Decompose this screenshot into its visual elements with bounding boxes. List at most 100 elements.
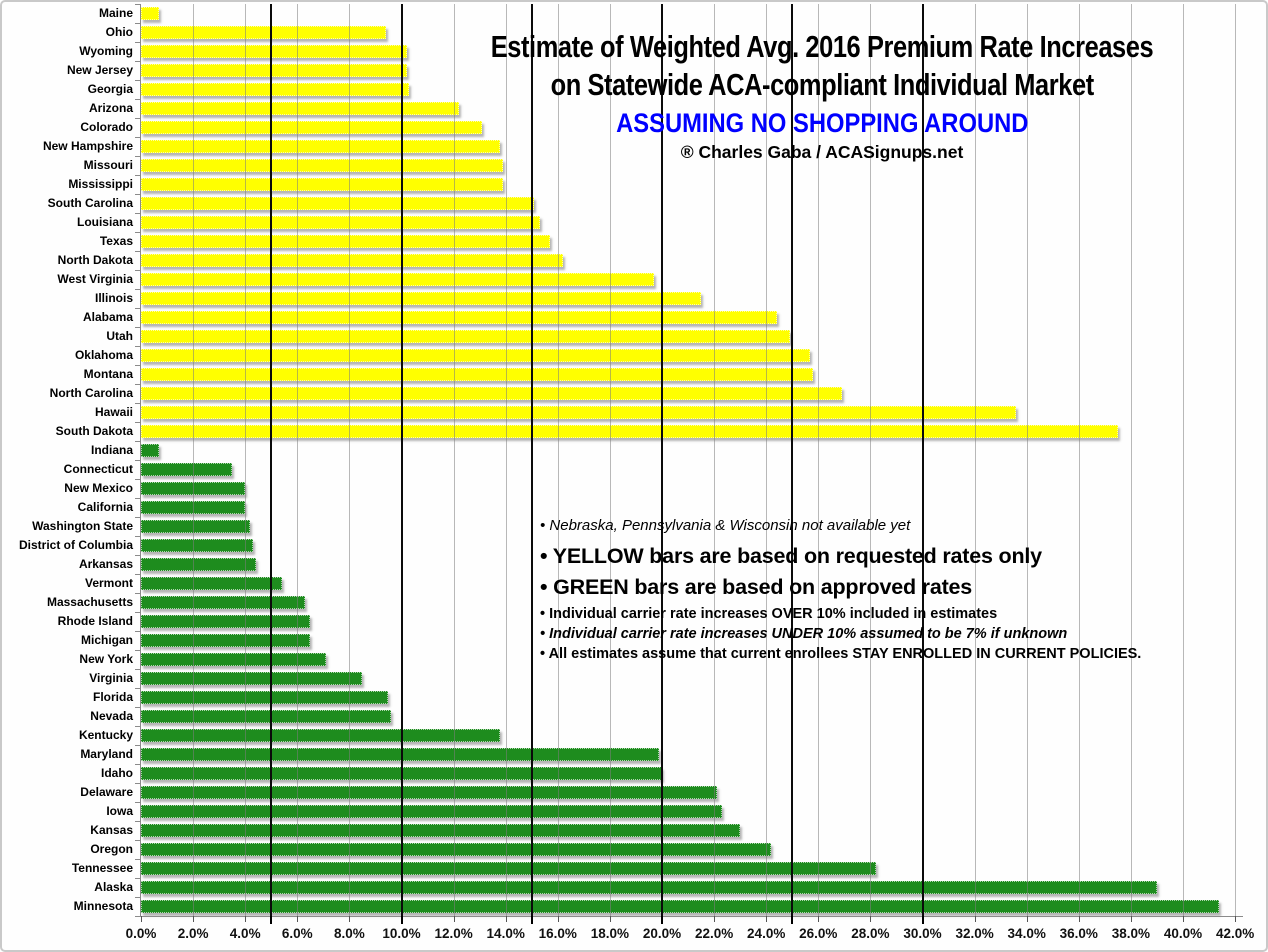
y-axis-tick [135, 612, 140, 613]
gridline-8pct [349, 4, 351, 916]
x-axis-tick-16pct [557, 916, 559, 922]
bar-indiana [141, 444, 160, 457]
y-axis-tick [135, 479, 140, 480]
note-stay-enrolled: • All estimates assume that current enro… [540, 646, 1142, 662]
ylabel-north-carolina: North Carolina [49, 386, 133, 400]
x-axis-tick-0pct [141, 916, 142, 922]
bar-montana [141, 368, 814, 381]
y-axis-tick [135, 23, 140, 24]
ylabel-maine: Maine [98, 6, 133, 20]
ylabel-tennessee: Tennessee [71, 861, 133, 875]
x-axis-label-8pct: 8.0% [334, 926, 365, 941]
y-axis-tick [135, 118, 140, 119]
ylabel-idaho: Idaho [101, 766, 133, 780]
y-axis-tick [135, 764, 140, 765]
y-axis-tick [135, 80, 140, 81]
ylabel-washington-state: Washington State [32, 519, 133, 533]
gridline-22pct [714, 4, 716, 916]
y-axis-tick [135, 631, 140, 632]
ylabel-minnesota: Minnesota [73, 899, 133, 913]
gridline-6pct [297, 4, 299, 916]
x-axis-tick-34pct [1026, 916, 1028, 922]
x-axis-label-20pct: 20.0% [642, 926, 682, 941]
gridline-40pct [1183, 4, 1184, 916]
bar-wyoming [141, 45, 407, 58]
bar-alaska [141, 881, 1157, 894]
gridline-bold-25pct [791, 4, 794, 916]
gridline-36pct [1078, 4, 1080, 916]
ylabel-missouri: Missouri [83, 158, 133, 172]
bar-texas [141, 235, 550, 248]
ylabel-district-of-columbia: District of Columbia [18, 538, 133, 552]
x-axis-tick-4pct [245, 916, 247, 922]
bar-maine [141, 7, 160, 20]
x-axis-label-34pct: 34.0% [1007, 926, 1046, 941]
ylabel-rhode-island: Rhode Island [57, 614, 133, 628]
bar-oregon [141, 843, 772, 856]
y-axis-tick [135, 859, 140, 860]
x-axis-tick-bold-25pct [791, 916, 794, 924]
bar-missouri [141, 159, 504, 172]
ylabel-connecticut: Connecticut [63, 462, 133, 476]
y-axis-tick [135, 327, 140, 328]
x-axis-tick-28pct [870, 916, 872, 922]
x-axis-label-38pct: 38.0% [1111, 926, 1151, 941]
x-axis-tick-32pct [974, 916, 976, 922]
gridline-bold-20pct [661, 4, 663, 916]
ylabel-montana: Montana [83, 367, 133, 381]
ylabel-oklahoma: Oklahoma [74, 348, 133, 362]
y-axis-tick [135, 897, 140, 898]
y-axis-tick [135, 346, 140, 347]
x-axis-tick-42pct [1235, 916, 1237, 922]
y-axis-tick [135, 42, 140, 43]
x-axis-label-24pct: 24.0% [747, 926, 786, 941]
chart-byline: ® Charles Gaba / ACASignups.net [680, 142, 964, 162]
bar-nevada [141, 710, 392, 723]
ylabel-kentucky: Kentucky [78, 728, 133, 742]
bar-north-dakota [141, 254, 563, 267]
note-yellow-bars: • YELLOW bars are based on requested rat… [540, 544, 1042, 568]
gridline-bold-10pct [400, 4, 403, 916]
y-axis-tick [135, 593, 140, 594]
y-axis-tick [135, 555, 140, 556]
bar-mississippi [141, 178, 504, 191]
bar-michigan [141, 634, 311, 647]
x-axis-label-18pct: 18.0% [590, 926, 630, 941]
note-under-10pct: • Individual carrier rate increases UNDE… [540, 626, 1068, 642]
bar-florida [141, 691, 389, 704]
y-axis-tick [135, 441, 140, 442]
ylabel-maryland: Maryland [80, 747, 133, 761]
x-axis-label-36pct: 36.0% [1059, 926, 1098, 941]
x-axis-label-42pct: 42.0% [1215, 926, 1255, 941]
y-axis-tick [135, 270, 140, 271]
ylabel-utah: Utah [106, 329, 133, 343]
y-axis-tick [135, 745, 140, 746]
ylabel-west-virginia: West Virginia [57, 272, 133, 286]
ylabel-alabama: Alabama [82, 310, 133, 324]
bar-massachusetts [141, 596, 306, 609]
gridline-24pct [766, 4, 768, 916]
y-axis-tick [135, 4, 140, 5]
ylabel-arizona: Arizona [88, 101, 133, 115]
ylabel-oregon: Oregon [90, 842, 133, 856]
ylabel-louisiana: Louisiana [76, 215, 133, 229]
y-axis-tick [135, 688, 140, 689]
gridline-bold-30pct [921, 4, 924, 916]
ylabel-illinois: Illinois [94, 291, 133, 305]
x-axis-label-6pct: 6.0% [281, 926, 313, 941]
ylabel-iowa: Iowa [106, 804, 133, 818]
bar-kentucky [141, 729, 501, 742]
bar-new-hampshire [141, 140, 501, 153]
x-axis-tick-38pct [1130, 916, 1132, 922]
x-axis-tick-bold-30pct [921, 916, 924, 924]
ylabel-hawaii: Hawaii [94, 405, 133, 419]
bar-ohio [141, 26, 386, 39]
x-axis-tick-24pct [766, 916, 768, 922]
bar-iowa [141, 805, 722, 818]
gridline-4pct [245, 4, 247, 916]
ylabel-ohio: Ohio [105, 25, 133, 39]
bar-utah [141, 330, 790, 343]
note-green-bars: • GREEN bars are based on approved rates [540, 575, 973, 599]
y-axis-tick [135, 403, 140, 404]
